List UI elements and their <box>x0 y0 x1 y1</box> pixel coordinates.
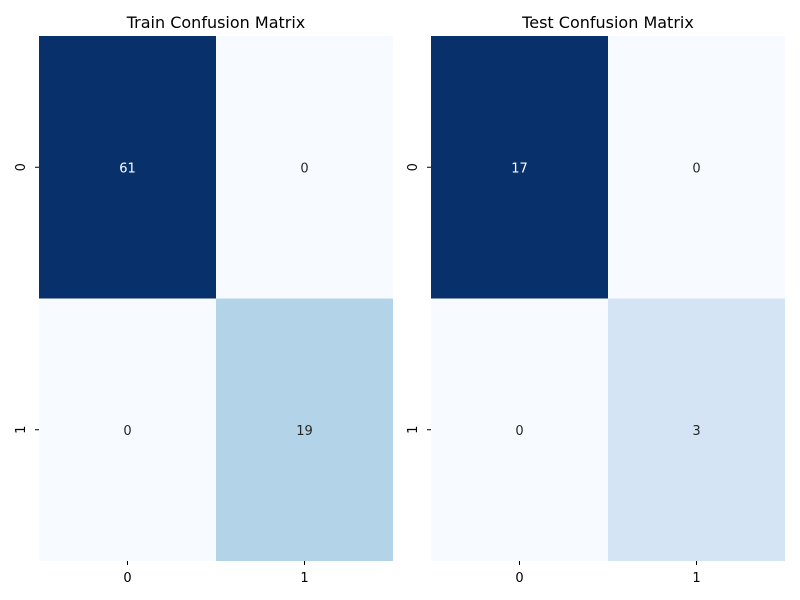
test-cell-value-0-0: 17 <box>511 161 528 176</box>
train-cell-value-0-1: 0 <box>300 161 308 176</box>
train-chart-title: Train Confusion Matrix <box>126 13 306 32</box>
test-chart-title: Test Confusion Matrix <box>521 13 694 32</box>
test-x-tick-label-1: 1 <box>692 571 700 586</box>
train-cell-value-1-0: 0 <box>123 424 131 439</box>
test-cell-value-1-0: 0 <box>515 424 523 439</box>
test-y-tick-label-1: 1 <box>406 426 421 434</box>
train-y-tick-label-1: 1 <box>14 426 29 434</box>
train-x-tick-label-0: 0 <box>123 571 131 586</box>
train-x-tick-label-1: 1 <box>300 571 308 586</box>
test-cell-value-1-1: 3 <box>692 424 700 439</box>
train-cell-value-0-0: 61 <box>119 161 136 176</box>
test-x-tick-label-0: 0 <box>515 571 523 586</box>
train-y-tick-label-0: 0 <box>14 163 29 171</box>
test-y-tick-label-0: 0 <box>406 163 421 171</box>
test-cell-value-0-1: 0 <box>692 161 700 176</box>
train-cell-value-1-1: 19 <box>296 424 313 439</box>
